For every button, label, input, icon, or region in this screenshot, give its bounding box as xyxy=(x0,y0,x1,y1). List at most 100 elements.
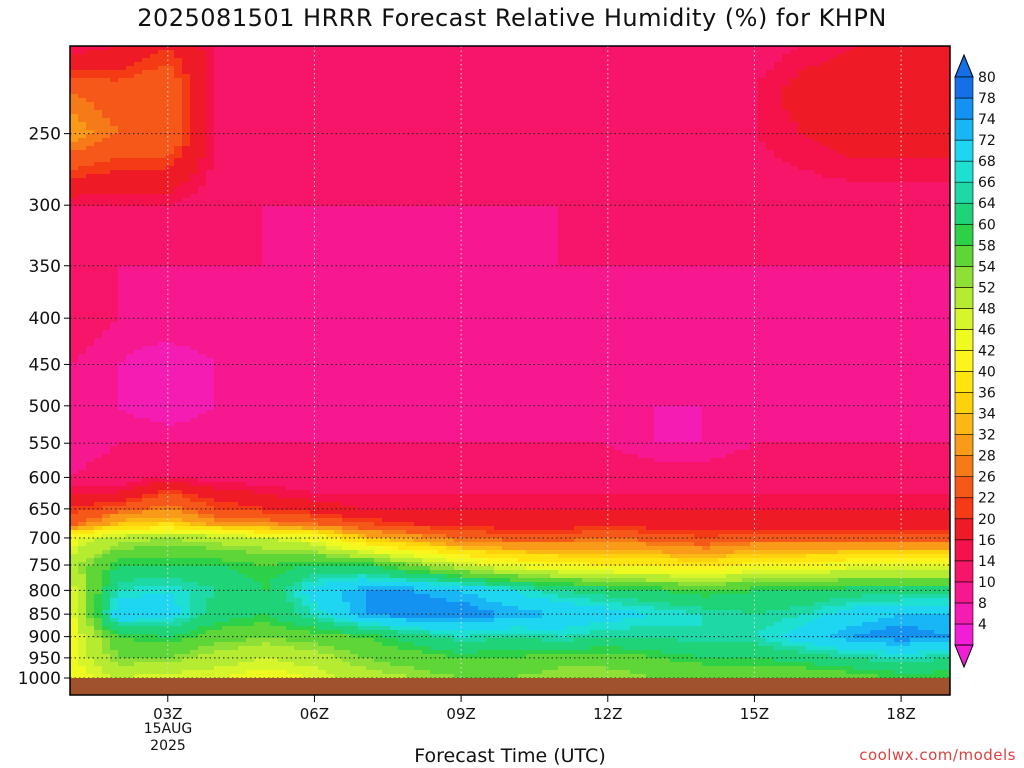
heat-cell xyxy=(70,94,79,99)
heat-cell xyxy=(78,630,87,635)
heat-cell xyxy=(206,82,215,87)
heat-cell xyxy=(102,474,111,479)
heat-cell xyxy=(286,334,295,339)
heat-cell xyxy=(302,514,311,519)
heat-cell xyxy=(166,326,175,331)
heat-cell xyxy=(206,566,215,571)
heat-cell xyxy=(198,202,207,207)
heat-cell xyxy=(142,254,151,259)
heat-cell xyxy=(294,478,303,483)
heat-cell xyxy=(286,418,295,423)
heat-cell xyxy=(294,202,303,207)
heat-cell xyxy=(310,406,319,411)
heat-cell xyxy=(294,522,303,527)
heat-cell xyxy=(310,50,319,55)
heat-cell xyxy=(158,174,167,179)
heat-cell xyxy=(190,378,199,383)
heat-cell xyxy=(182,306,191,311)
heat-cell xyxy=(278,666,287,671)
heat-cell xyxy=(254,526,263,531)
heat-cell xyxy=(134,318,143,323)
heat-cell xyxy=(118,434,127,439)
heat-cell xyxy=(222,402,231,407)
heat-cell xyxy=(206,262,215,267)
heat-cell xyxy=(190,294,199,299)
heat-cell xyxy=(150,326,159,331)
heat-cell xyxy=(278,598,287,603)
heat-cell xyxy=(254,418,263,423)
heat-cell xyxy=(118,398,127,403)
heat-cell xyxy=(302,546,311,551)
heat-cell xyxy=(318,106,327,111)
heat-cell xyxy=(142,50,151,55)
heat-cell xyxy=(214,58,223,63)
heat-cell xyxy=(230,654,239,659)
heat-cell xyxy=(262,162,271,167)
heat-cell xyxy=(126,170,135,175)
heat-cell xyxy=(262,178,271,183)
heat-cell xyxy=(126,318,135,323)
heat-cell xyxy=(78,618,87,623)
heat-cell xyxy=(198,170,207,175)
heat-cell xyxy=(270,118,279,123)
heat-cell xyxy=(126,654,135,659)
heat-cell xyxy=(286,382,295,387)
heat-cell xyxy=(198,150,207,155)
heat-cell xyxy=(318,354,327,359)
heat-cell xyxy=(182,598,191,603)
heat-cell xyxy=(294,170,303,175)
heat-cell xyxy=(318,166,327,171)
heat-cell xyxy=(230,110,239,115)
heat-cell xyxy=(302,550,311,555)
heat-cell xyxy=(214,494,223,499)
heat-cell xyxy=(166,258,175,263)
heat-cell xyxy=(150,478,159,483)
heat-cell xyxy=(214,442,223,447)
heat-cell xyxy=(86,530,95,535)
heat-cell xyxy=(78,390,87,395)
heat-cell xyxy=(278,626,287,631)
heat-cell xyxy=(222,594,231,599)
heat-cell xyxy=(238,370,247,375)
heat-cell xyxy=(214,518,223,523)
heat-cell xyxy=(110,342,119,347)
heat-cell xyxy=(86,258,95,263)
heat-cell xyxy=(206,234,215,239)
heat-cell xyxy=(198,618,207,623)
heat-cell xyxy=(246,266,255,271)
heat-cell xyxy=(118,362,127,367)
heat-cell xyxy=(102,54,111,59)
heat-cell xyxy=(142,630,151,635)
heat-cell xyxy=(166,586,175,591)
heat-cell xyxy=(182,346,191,351)
heat-cell xyxy=(246,138,255,143)
heat-cell xyxy=(78,530,87,535)
heat-cell xyxy=(70,278,79,283)
heat-cell xyxy=(166,398,175,403)
heat-cell xyxy=(262,270,271,275)
heat-cell xyxy=(126,314,135,319)
heat-cell xyxy=(254,514,263,519)
heat-cell xyxy=(134,606,143,611)
heat-cell xyxy=(190,506,199,511)
heat-cell xyxy=(310,470,319,475)
heat-cell xyxy=(174,626,183,631)
heat-cell xyxy=(238,182,247,187)
heat-cell xyxy=(102,86,111,91)
heat-cell xyxy=(126,174,135,179)
heat-cell xyxy=(158,662,167,667)
heat-cell xyxy=(94,278,103,283)
heat-cell xyxy=(150,194,159,199)
heat-cell xyxy=(310,550,319,555)
heat-cell xyxy=(294,190,303,195)
heat-cell xyxy=(142,582,151,587)
heat-cell xyxy=(246,630,255,635)
heat-cell xyxy=(182,406,191,411)
heat-cell xyxy=(214,438,223,443)
heat-cell xyxy=(134,174,143,179)
heat-cell xyxy=(286,666,295,671)
heat-cell xyxy=(166,442,175,447)
heat-cell xyxy=(286,422,295,427)
heat-cell xyxy=(102,454,111,459)
heat-cell xyxy=(238,458,247,463)
